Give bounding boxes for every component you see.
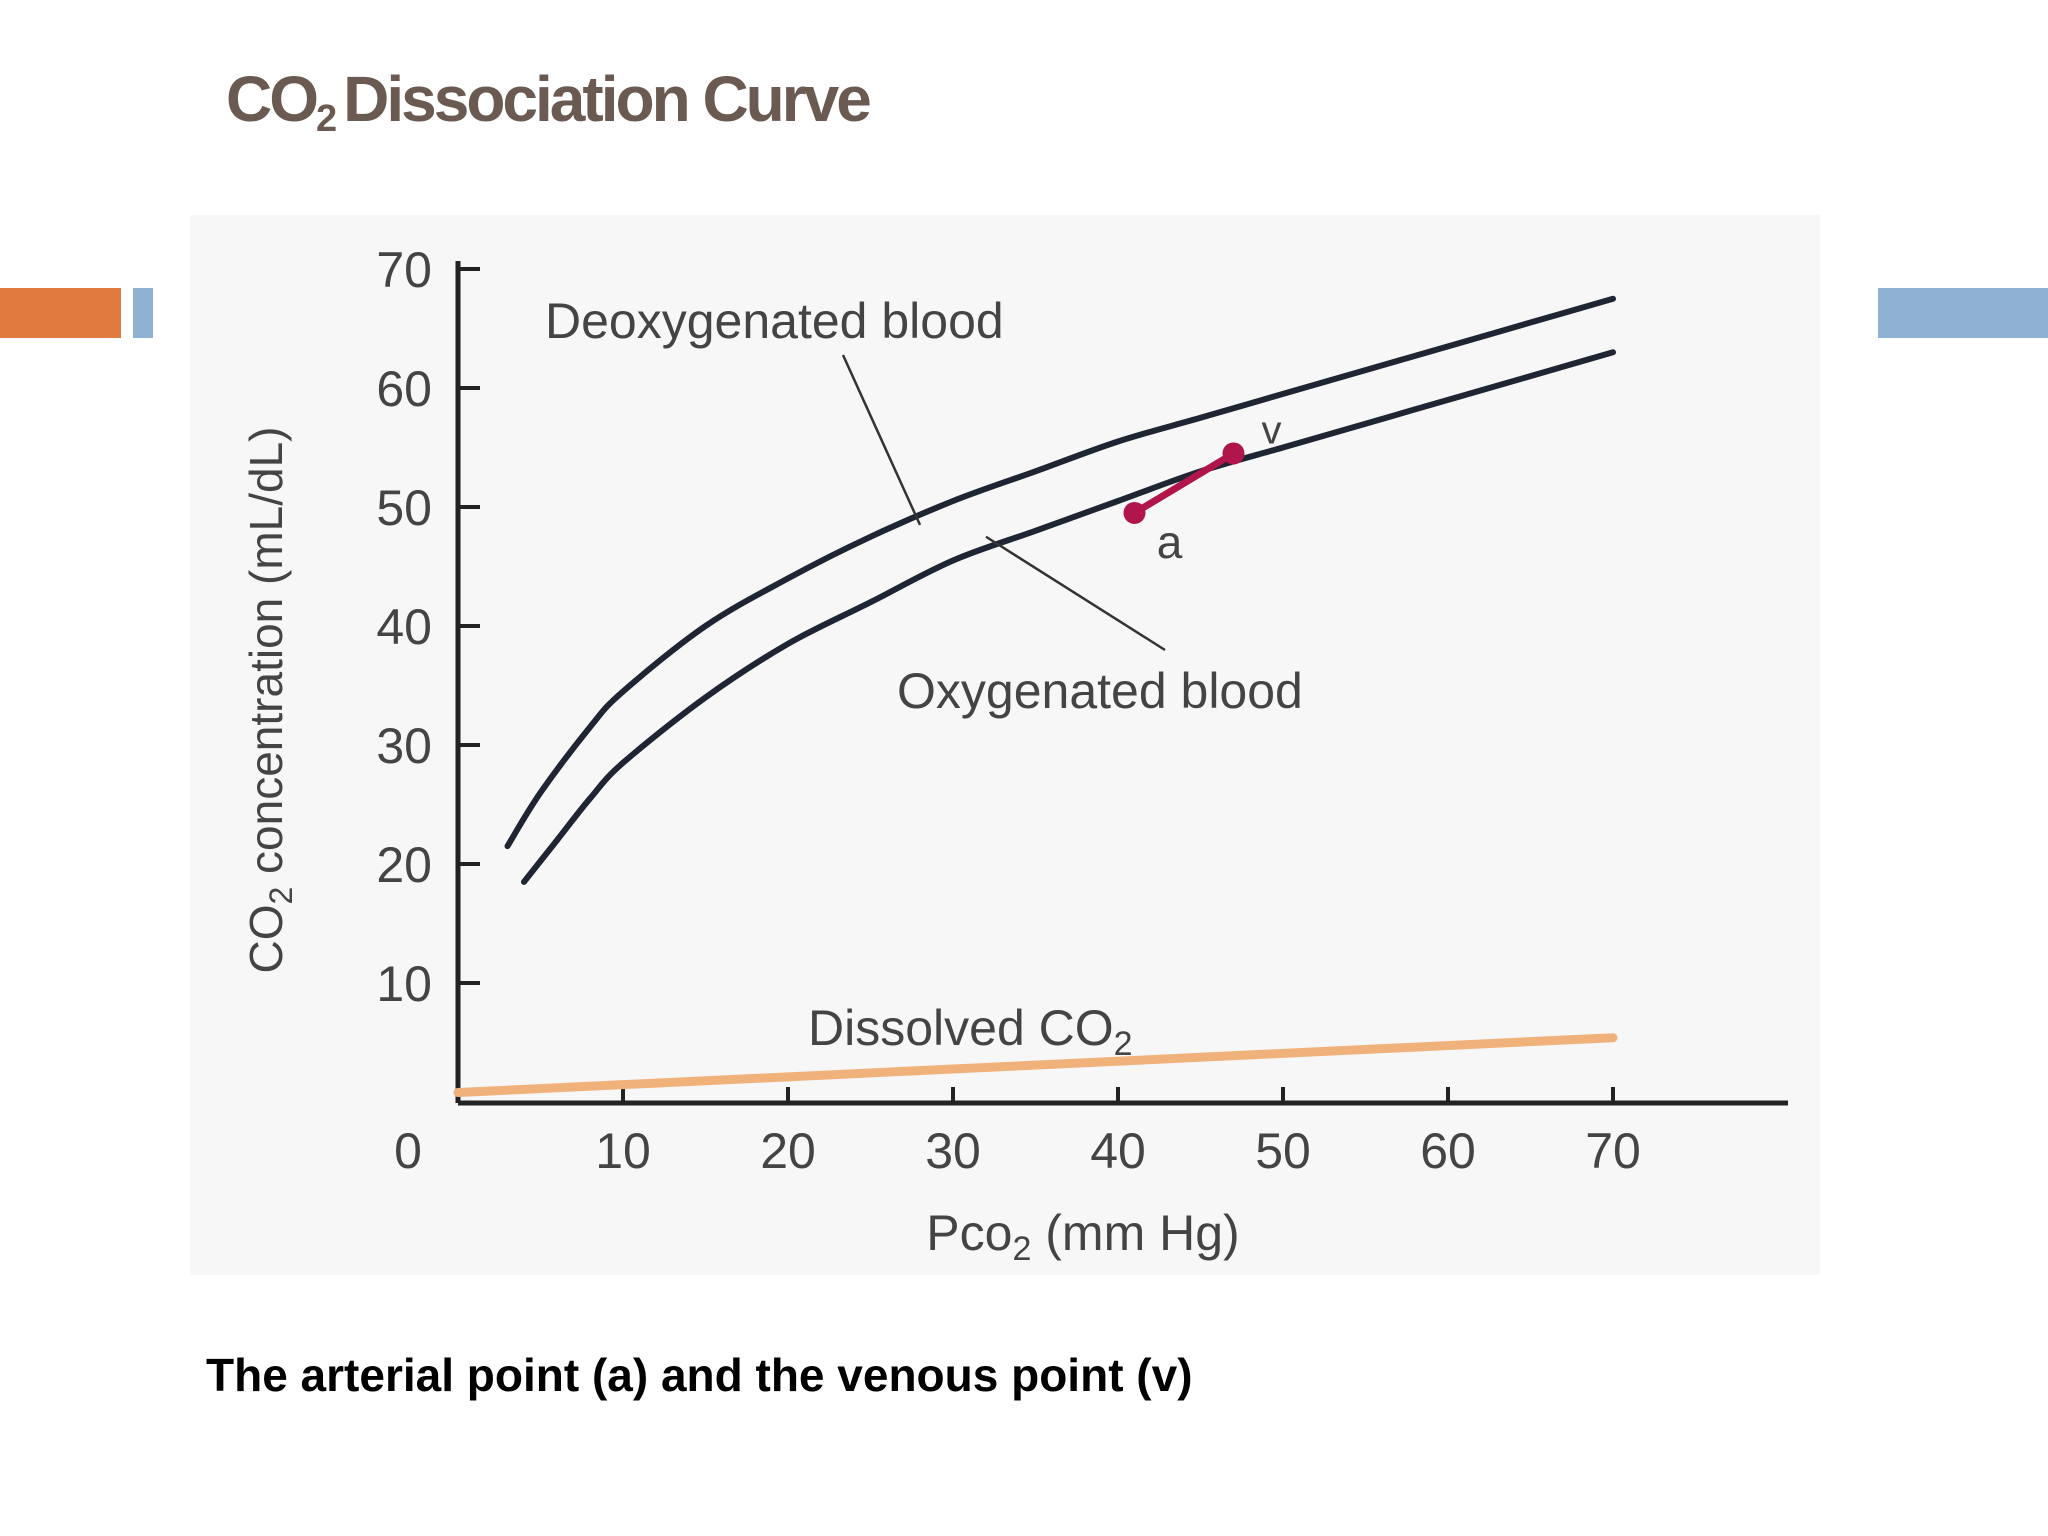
title-co: CO [226, 63, 319, 135]
y-tick-label-20: 20 [376, 837, 432, 893]
dissolved-co2-label: Dissolved CO2 [808, 1000, 1133, 1063]
dissolved-co2-line [453, 1033, 1618, 1097]
y-tick-label-70: 70 [376, 242, 432, 298]
venous-point-label: v [1262, 408, 1282, 452]
tick-marks [458, 267, 1615, 1103]
accent-bar-blue-thin [133, 288, 153, 338]
x-tick-label-20: 20 [760, 1123, 816, 1179]
x-tick-label-0: 0 [394, 1123, 422, 1179]
y-tick-label-40: 40 [376, 599, 432, 655]
dissolved-co2-label-sub: 2 [1114, 1025, 1133, 1063]
x-axis-label-main: Pco [926, 1205, 1012, 1261]
x-tick-label-30: 30 [925, 1123, 981, 1179]
chart-background [190, 215, 1820, 1275]
x-tick-label-60: 60 [1420, 1123, 1476, 1179]
accent-bar-orange [0, 288, 121, 338]
deoxygenated-blood-curve [504, 295, 1616, 850]
y-tick-label-60: 60 [376, 361, 432, 417]
oxygenated-blood-curve [521, 349, 1616, 885]
deoxygenated-blood-label: Deoxygenated blood [545, 293, 1004, 349]
y-axis-label-prefix: CO [240, 905, 292, 974]
x-tick-label-70: 70 [1585, 1123, 1641, 1179]
y-axis-label-suffix: concentration (mL/dL) [240, 426, 292, 886]
title-rest: Dissociation Curve [343, 63, 872, 135]
arterial-point-label: a [1157, 516, 1183, 568]
y-tick-label-10: 10 [376, 956, 432, 1012]
x-tick-label-40: 40 [1090, 1123, 1146, 1179]
oxygenated-label-leader [985, 535, 1166, 652]
y-tick-label-30: 30 [376, 718, 432, 774]
x-axis-label-sub: 2 [1012, 1230, 1031, 1268]
y-axis-label-sub: 2 [263, 887, 299, 905]
y-tick-label-50: 50 [376, 480, 432, 536]
x-tick-label-50: 50 [1255, 1123, 1311, 1179]
arterial-venous-segment [1131, 449, 1237, 517]
y-axis-label: CO2 concentration (mL/dL) [240, 426, 299, 973]
arterial-point [1123, 501, 1146, 524]
x-axis-label: Pco2 (mm Hg) [926, 1205, 1239, 1268]
slide-caption: The arterial point (a) and the venous po… [206, 1349, 1193, 1401]
slide-title: CO2Dissociation Curve [226, 62, 872, 141]
dissolved-co2-label-main: Dissolved CO [808, 1000, 1114, 1056]
tick-labels: 10 20 30 40 50 60 70 0 10 20 30 40 50 60 70 [376, 242, 1640, 1179]
x-axis-label-tail: (mm Hg) [1031, 1205, 1239, 1261]
deoxygenated-label-leader [841, 354, 922, 526]
venous-point [1222, 442, 1245, 465]
oxygenated-blood-label: Oxygenated blood [897, 663, 1303, 719]
title-subscript: 2 [316, 98, 338, 140]
accent-bar-blue-right [1878, 288, 2048, 338]
x-tick-label-10: 10 [595, 1123, 651, 1179]
